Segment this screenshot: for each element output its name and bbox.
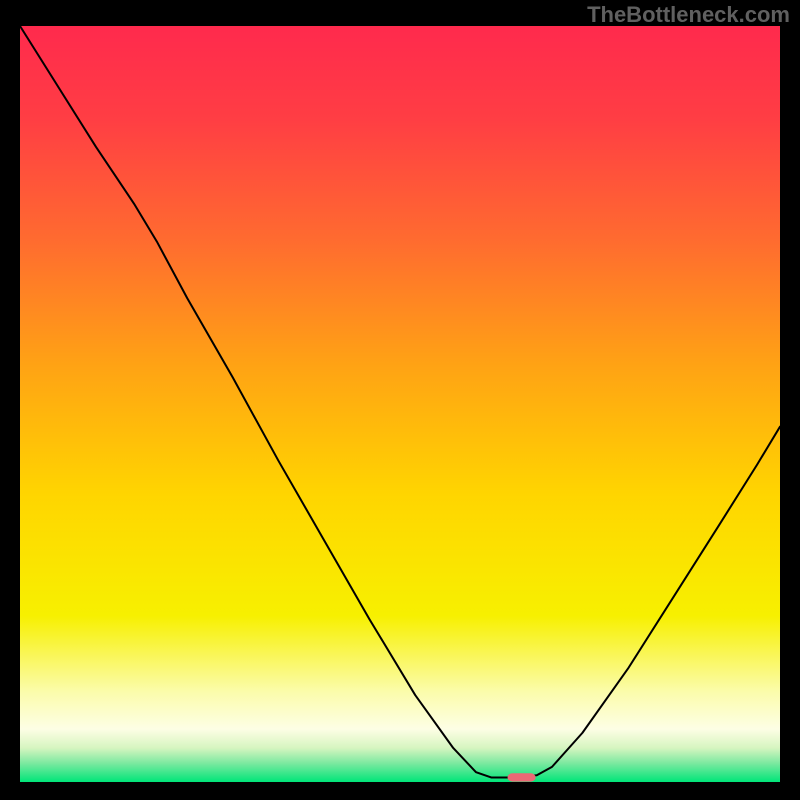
chart-svg bbox=[0, 0, 800, 800]
watermark-text: TheBottleneck.com bbox=[587, 2, 790, 28]
optimal-marker bbox=[508, 773, 536, 781]
bottleneck-chart: TheBottleneck.com bbox=[0, 0, 800, 800]
